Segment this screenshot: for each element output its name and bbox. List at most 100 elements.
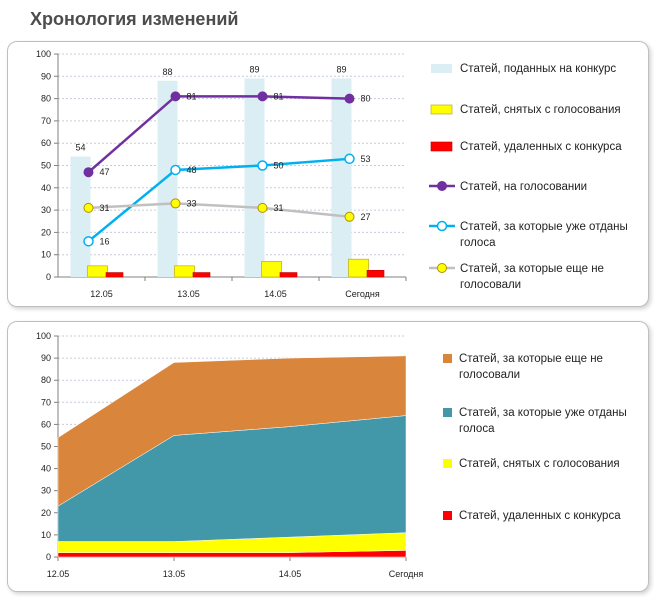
combo-chart-panel: 0 10 20 30 40 50 60 70 80 90 100 12.05 13.05 14.05 Сег… xyxy=(7,41,649,307)
series-line xyxy=(87,157,350,243)
bar-data-label: 89 xyxy=(249,65,259,75)
data-point xyxy=(344,211,355,222)
y-tick-label: 60 xyxy=(41,138,51,148)
legend-label: Статей, за которые уже отданы xyxy=(460,221,628,233)
legend-label: голосовали xyxy=(459,369,520,381)
point-data-label: 53 xyxy=(361,154,371,164)
legend-label: Статей, на голосовании xyxy=(460,181,587,193)
y-tick-label: 10 xyxy=(41,250,51,260)
y-tick-label: 90 xyxy=(41,71,51,81)
x-tick-label: 12.05 xyxy=(47,569,70,579)
bar xyxy=(331,78,352,277)
data-point xyxy=(344,93,355,104)
legend-marker xyxy=(436,220,448,232)
y-tick-label: 20 xyxy=(41,227,51,237)
y-tick-label: 50 xyxy=(41,161,51,171)
legend-marker xyxy=(437,181,447,191)
y-tick-label: 40 xyxy=(41,183,51,193)
point-data-label: 81 xyxy=(187,91,197,101)
bar xyxy=(261,261,282,278)
point-data-label: 48 xyxy=(187,165,197,175)
legend-swatch xyxy=(443,354,452,363)
data-point xyxy=(170,164,181,176)
series-line xyxy=(87,95,350,174)
bar-data-label: 54 xyxy=(75,143,85,153)
y-tick-label: 0 xyxy=(46,552,51,562)
data-point xyxy=(83,236,94,247)
point-data-label: 81 xyxy=(274,91,284,101)
y-tick-label: 10 xyxy=(41,530,51,540)
bar-data-label: 88 xyxy=(162,67,172,77)
legend-label: Статей, удаленных с конкурса xyxy=(460,141,622,153)
x-tick-label: 13.05 xyxy=(177,289,200,299)
y-tick-label: 20 xyxy=(41,508,51,518)
area-series xyxy=(57,355,407,507)
bar xyxy=(87,265,108,278)
combo-chart: 0 10 20 30 40 50 60 70 80 90 100 12.05 13.05 14.05 Сег… xyxy=(36,49,628,299)
y-tick-label: 70 xyxy=(41,397,51,407)
point-data-label: 31 xyxy=(100,203,110,213)
y-tick-label: 100 xyxy=(36,49,51,59)
data-point xyxy=(257,91,268,102)
legend-swatch xyxy=(443,408,452,417)
y-tick-label: 50 xyxy=(41,442,51,452)
y-tick-label: 80 xyxy=(41,94,51,104)
bar xyxy=(244,78,265,277)
legend-label: Статей, снятых с голосования xyxy=(459,458,620,470)
legend-marker xyxy=(437,263,447,273)
bar xyxy=(157,80,178,277)
x-tick-label: 14.05 xyxy=(279,569,302,579)
y-tick-label: 90 xyxy=(41,353,51,363)
legend-label: Статей, удаленных с конкурса xyxy=(459,510,621,522)
bar-data-label: 89 xyxy=(336,65,346,75)
x-tick-label: Сегодня xyxy=(389,569,424,579)
x-tick-label: 14.05 xyxy=(264,289,287,299)
legend-swatch xyxy=(443,459,452,468)
legend-label: Статей, снятых с голосования xyxy=(460,104,621,116)
legend-swatch xyxy=(430,141,453,152)
data-point xyxy=(83,202,94,213)
point-data-label: 80 xyxy=(361,94,371,104)
page-title: Хронология изменений xyxy=(30,9,239,29)
point-data-label: 27 xyxy=(361,212,371,222)
data-point xyxy=(170,91,181,102)
legend-label: Статей, за которые еще не xyxy=(460,263,604,275)
area-chart: 0 10 20 30 40 50 60 70 80 90 100 12.05 13.05 14.05 Сег… xyxy=(36,331,627,579)
bar xyxy=(174,265,195,278)
y-tick-label: 60 xyxy=(41,419,51,429)
point-data-label: 47 xyxy=(100,167,110,177)
area-chart-panel: 0 10 20 30 40 50 60 70 80 90 100 12.05 13.05 14.05 Сег… xyxy=(7,321,649,592)
bar xyxy=(279,272,298,278)
point-data-label: 33 xyxy=(187,198,197,208)
x-tick-label: 12.05 xyxy=(90,289,113,299)
x-tick-label: 13.05 xyxy=(163,569,186,579)
series-line xyxy=(88,202,350,219)
y-tick-label: 70 xyxy=(41,116,51,126)
point-data-label: 16 xyxy=(100,236,110,246)
x-tick-label: Сегодня xyxy=(345,289,380,299)
y-tick-label: 100 xyxy=(36,331,51,341)
data-point xyxy=(170,198,181,209)
y-tick-label: 0 xyxy=(46,272,51,282)
y-tick-label: 80 xyxy=(41,375,51,385)
legend-swatch xyxy=(430,104,453,115)
legend-label: голосовали xyxy=(460,279,521,291)
legend-label: голоса xyxy=(460,237,496,249)
data-point xyxy=(344,153,355,165)
legend-label: Статей, за которые уже отданы xyxy=(459,407,627,419)
y-tick-label: 30 xyxy=(41,205,51,215)
data-point xyxy=(83,167,94,178)
bar xyxy=(366,270,385,278)
point-data-label: 50 xyxy=(274,161,284,171)
point-data-label: 31 xyxy=(274,203,284,213)
legend-label: голоса xyxy=(459,423,495,435)
legend-label: Статей, за которые еще не xyxy=(459,353,603,365)
legend-label: Статей, поданных на конкурс xyxy=(460,63,616,75)
bar xyxy=(348,258,369,278)
y-tick-label: 40 xyxy=(41,464,51,474)
data-point xyxy=(257,160,268,171)
bar xyxy=(105,272,124,278)
legend-swatch xyxy=(431,64,452,73)
bar xyxy=(192,272,211,278)
data-point xyxy=(257,202,268,213)
